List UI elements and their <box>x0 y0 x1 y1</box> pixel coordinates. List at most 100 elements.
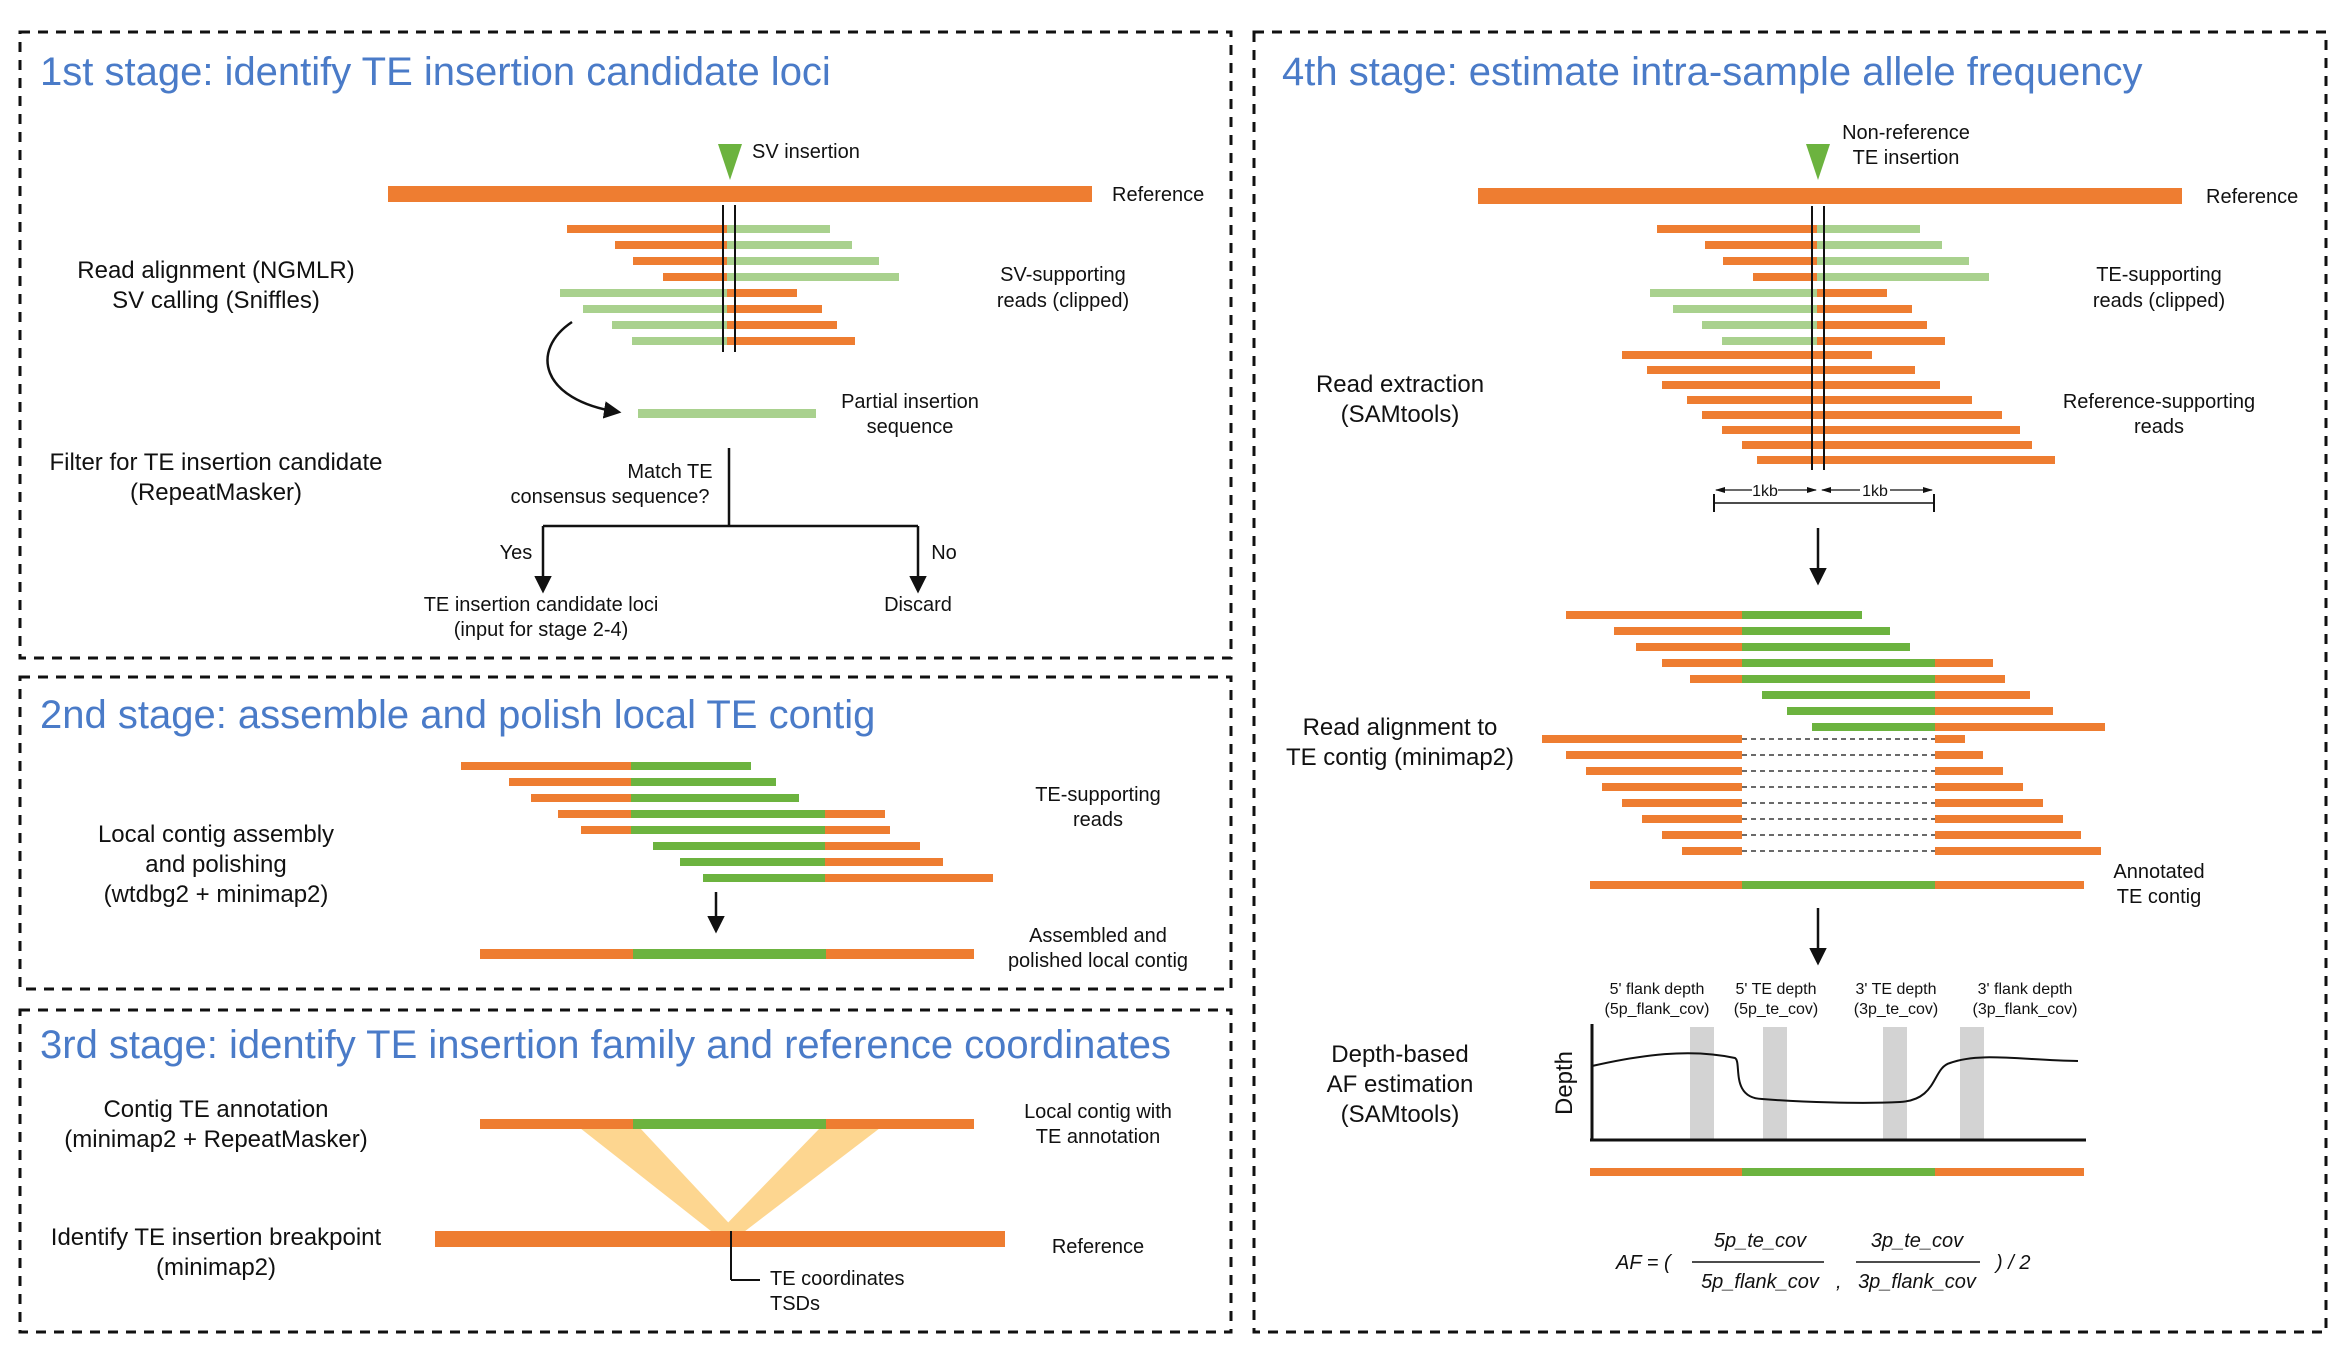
depth-contig-te <box>1742 1168 1935 1176</box>
stage4-reference-bar <box>1478 188 2182 204</box>
tsds-label: TSDs <box>770 1293 820 1315</box>
sv-insertion-label: SV insertion <box>752 141 860 163</box>
read-orange <box>825 842 920 850</box>
read-green <box>1742 643 1910 651</box>
align-line2: TE contig (minimap2) <box>1286 744 1514 771</box>
sv-reads-line1: SV-supporting <box>1000 264 1126 286</box>
stage1-filter-line1: Filter for TE insertion candidate <box>49 449 382 476</box>
stage4-spanning-reads <box>1542 735 2101 855</box>
read-orange <box>558 810 631 818</box>
kb-right-label: 1kb <box>1862 483 1888 500</box>
contig-te <box>633 949 826 959</box>
kb-left-label: 1kb <box>1752 483 1778 500</box>
read-orange <box>1690 675 1742 683</box>
stage3-contig-line2: TE annotation <box>1036 1126 1161 1148</box>
read-light-green <box>1702 321 1817 329</box>
read-green <box>1742 627 1890 635</box>
stage3-panel <box>18 1008 1233 1334</box>
depth-contig-flank-right <box>1935 1168 2084 1176</box>
ref-read-left <box>1682 847 1742 855</box>
read-orange <box>727 289 797 297</box>
read-orange <box>1935 723 2105 731</box>
read-orange <box>1614 627 1742 635</box>
af-formula: AF = ( 5p_te_cov 5p_flank_cov , 3p_te_co… <box>1615 1230 2030 1293</box>
nonref-line2: TE insertion <box>1853 147 1960 169</box>
ref-read <box>1647 366 1915 374</box>
read-orange <box>1657 225 1817 233</box>
mapping-band-left <box>580 1128 740 1235</box>
decision-tree <box>534 448 927 594</box>
ref-reads-line1: Reference-supporting <box>2063 391 2255 413</box>
read-orange <box>581 826 631 834</box>
stage2-reads-line2: reads <box>1073 809 1123 831</box>
flank3-depth-line2: (3p_flank_cov) <box>1973 1001 2078 1018</box>
match-question-line2: consensus sequence? <box>510 486 709 508</box>
read-orange <box>727 305 822 313</box>
read-orange <box>1753 273 1817 281</box>
read-orange <box>633 257 727 265</box>
af-numerator-1: 5p_te_cov <box>1714 1230 1807 1252</box>
stage3-contig-line1: Local contig with <box>1024 1101 1172 1123</box>
read-orange <box>1723 257 1817 265</box>
read-orange <box>1935 675 2005 683</box>
ref-read <box>1662 381 1940 389</box>
ref-read-left <box>1586 767 1742 775</box>
stage4-reference-label: Reference <box>2206 186 2298 208</box>
flank5-depth-line1: 5' flank depth <box>1610 981 1705 998</box>
af-suffix: ) / 2 <box>1994 1252 2030 1274</box>
align-line1: Read alignment to <box>1303 714 1498 741</box>
te5-depth-line2: (5p_te_cov) <box>1734 1001 1819 1018</box>
read-orange <box>825 810 885 818</box>
depth-line1: Depth-based <box>1331 1041 1468 1068</box>
af-numerator-2: 3p_te_cov <box>1871 1230 1964 1252</box>
contig-flank-right <box>826 949 974 959</box>
ref-read-left <box>1542 735 1742 743</box>
stage3-title: 3rd stage: identify TE insertion family … <box>40 1023 1171 1067</box>
te-reads-line2: reads (clipped) <box>2093 290 2225 312</box>
ref-read-left <box>1622 799 1742 807</box>
ref-read-right <box>1935 735 1965 743</box>
extract-line1: Read extraction <box>1316 371 1484 398</box>
ref-reads-line2: reads <box>2134 416 2184 438</box>
partial-insertion-line1: Partial insertion <box>841 391 979 413</box>
stage3-method-line3: Identify TE insertion breakpoint <box>51 1224 382 1251</box>
stage1-reference-bar <box>388 186 1092 202</box>
read-orange <box>1662 659 1742 667</box>
af-prefix: AF = ( <box>1615 1252 1673 1274</box>
stage3-method-line1: Contig TE annotation <box>103 1096 328 1123</box>
partial-insertion-line2: sequence <box>867 416 954 438</box>
te5-depth-line1: 5' TE depth <box>1735 981 1816 998</box>
ref-read-right <box>1935 815 2063 823</box>
stage1-filter-line2: (RepeatMasker) <box>130 479 302 506</box>
stage2-reads-line1: TE-supporting <box>1035 784 1161 806</box>
ref-read-left <box>1642 815 1742 823</box>
read-green <box>631 778 776 786</box>
annotated-contig-flank-right <box>826 1119 974 1129</box>
ref-read <box>1622 351 1872 359</box>
te-reads-line1: TE-supporting <box>2096 264 2222 286</box>
annotated-contig-line2: TE contig <box>2117 886 2201 908</box>
stage1-reference-label: Reference <box>1112 184 1204 206</box>
curved-arrow-icon <box>546 320 622 419</box>
ref-read <box>1687 396 1972 404</box>
stage2-reads <box>461 762 993 882</box>
read-light-green <box>1817 241 1942 249</box>
no-label: No <box>931 542 957 564</box>
stage2-contig-line2: polished local contig <box>1008 950 1188 972</box>
af-denominator-1: 5p_flank_cov <box>1701 1271 1820 1293</box>
depth-axis-label: Depth <box>1551 1051 1578 1115</box>
read-light-green <box>612 321 727 329</box>
stage1-reads <box>560 225 899 345</box>
annotated-contig-flank-left <box>1590 881 1742 889</box>
read-orange <box>1566 611 1742 619</box>
partial-insertion-bar <box>638 409 816 418</box>
af-comma: , <box>1836 1271 1842 1293</box>
read-green <box>653 842 825 850</box>
annotated-contig-flank-left <box>480 1119 633 1129</box>
stage2-method-line1: Local contig assembly <box>98 821 334 848</box>
read-light-green <box>1673 305 1817 313</box>
kb-scale <box>1713 487 1935 512</box>
match-question-line1: Match TE <box>627 461 712 483</box>
stage1-method-line1: Read alignment (NGMLR) <box>77 257 354 284</box>
read-light-green <box>1817 273 1989 281</box>
